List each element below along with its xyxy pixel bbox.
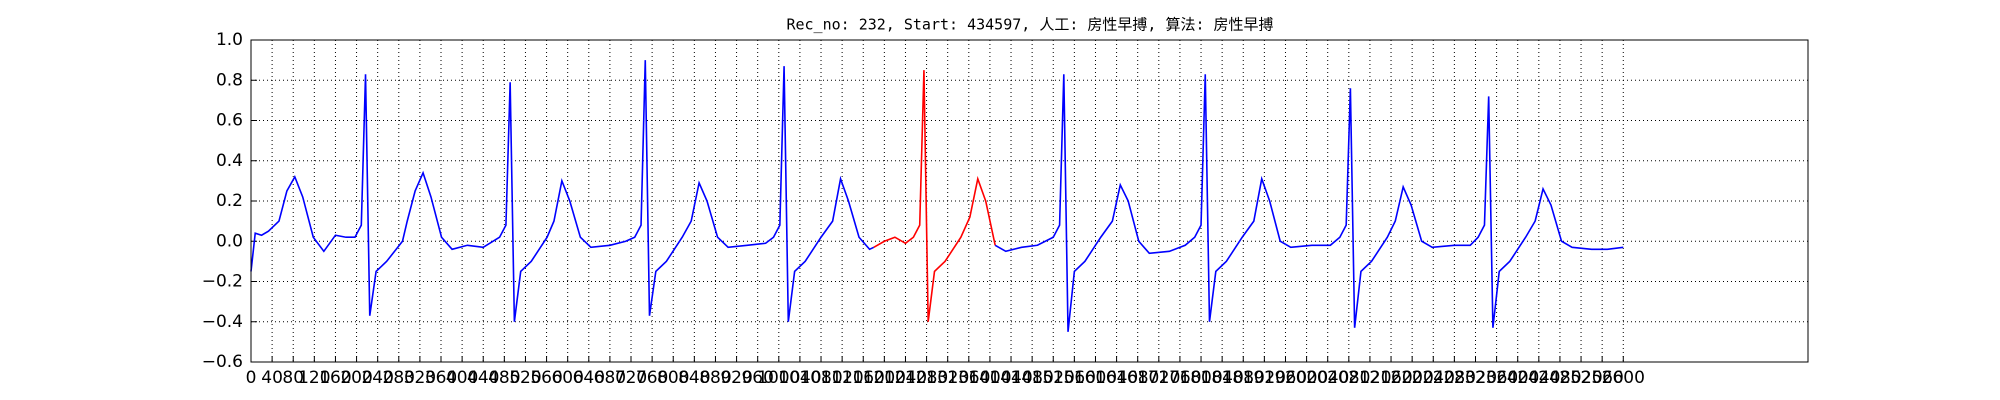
- x-tick-label: 0: [246, 368, 257, 388]
- x-tick-label: 1760: [1158, 368, 1201, 388]
- x-tick-label: 1480: [1011, 368, 1054, 388]
- x-tick-label: 1240: [884, 368, 927, 388]
- x-tick-label: 920: [720, 368, 752, 388]
- x-tick-label: 440: [467, 368, 499, 388]
- x-tick-label: 2160: [1369, 368, 1412, 388]
- x-tick-label: 1840: [1201, 368, 1244, 388]
- y-tick-label: 1.0: [216, 30, 243, 50]
- x-tick-label: 600: [551, 368, 583, 388]
- ecg-line: [250, 60, 875, 322]
- x-tick-label: 360: [425, 368, 457, 388]
- y-tick-label: 0.8: [216, 70, 243, 90]
- ecg-line: [873, 70, 996, 322]
- x-tick-label: 2280: [1433, 368, 1476, 388]
- x-tick-label: 1280: [905, 368, 948, 388]
- x-tick-label: 2520: [1559, 368, 1602, 388]
- x-tick-label: 960: [741, 368, 773, 388]
- x-tick-label: 2400: [1496, 368, 1539, 388]
- x-tick-label: 1560: [1053, 368, 1096, 388]
- x-tick-label: 120: [298, 368, 330, 388]
- x-tick-label: 320: [404, 368, 436, 388]
- x-tick-label: 1360: [947, 368, 990, 388]
- x-tick-label: 2000: [1285, 368, 1328, 388]
- x-tick-label: 160: [319, 368, 351, 388]
- x-tick-label: 1680: [1116, 368, 1159, 388]
- x-tick-label: 760: [636, 368, 668, 388]
- x-tick-label: 840: [678, 368, 710, 388]
- x-tick-label: 1520: [1032, 368, 1075, 388]
- plot-frame: [250, 39, 1809, 363]
- x-tick-label: 1640: [1095, 368, 1138, 388]
- y-tick-label: −0.6: [202, 352, 243, 372]
- x-tick-label: 1200: [863, 368, 906, 388]
- x-tick-label: 800: [657, 368, 689, 388]
- x-tick-label: 280: [383, 368, 415, 388]
- x-tick-label: 80: [282, 368, 304, 388]
- y-tick-label: 0.6: [216, 111, 243, 131]
- y-tick-label: −0.2: [202, 272, 243, 292]
- x-tick-label: 1160: [842, 368, 885, 388]
- y-tick-label: 0.4: [216, 151, 243, 171]
- x-tick-label: 1800: [1179, 368, 1222, 388]
- x-tick-label: 1400: [968, 368, 1011, 388]
- x-tick-label: 1880: [1222, 368, 1265, 388]
- x-tick-label: 200: [340, 368, 372, 388]
- chart-title: Rec_no: 232, Start: 434597, 人工: 房性早搏, 算法…: [786, 16, 1273, 34]
- x-tick-label: 520: [509, 368, 541, 388]
- x-tick-label: 1920: [1243, 368, 1286, 388]
- x-tick-label: 1600: [1074, 368, 1117, 388]
- x-tick-label: 560: [530, 368, 562, 388]
- y-tick-label: 0.2: [216, 191, 243, 211]
- x-tick-label: 1440: [989, 368, 1032, 388]
- ecg-line: [994, 74, 1624, 332]
- x-tick-label: 2360: [1475, 368, 1518, 388]
- x-tick-label: 880: [699, 368, 731, 388]
- x-tick-label: 1960: [1264, 368, 1307, 388]
- x-tick-label: 480: [488, 368, 520, 388]
- x-tick-label: 2120: [1348, 368, 1391, 388]
- x-tick-label: 1080: [799, 368, 842, 388]
- x-tick-label: 2240: [1412, 368, 1455, 388]
- x-tick-label: 680: [594, 368, 626, 388]
- x-tick-label: 2080: [1327, 368, 1370, 388]
- x-tick-label: 2440: [1517, 368, 1560, 388]
- x-tick-label: 40: [261, 368, 283, 388]
- x-tick-label: 2040: [1306, 368, 1349, 388]
- x-tick-label: 2320: [1454, 368, 1497, 388]
- x-tick-label: 640: [573, 368, 605, 388]
- x-tick-label: 1720: [1137, 368, 1180, 388]
- x-tick-label: 1040: [778, 368, 821, 388]
- x-tick-label: 240: [361, 368, 393, 388]
- x-tick-label: 1120: [820, 368, 863, 388]
- x-tick-label: 2200: [1391, 368, 1434, 388]
- x-tick-label: 2480: [1538, 368, 1581, 388]
- x-tick-label: 1000: [757, 368, 800, 388]
- x-tick-label: 2560: [1581, 368, 1624, 388]
- x-tick-label: 1320: [926, 368, 969, 388]
- x-tick-label: 400: [446, 368, 478, 388]
- x-tick-label: 720: [615, 368, 647, 388]
- y-tick-label: −0.4: [202, 312, 243, 332]
- y-tick-label: 0.0: [216, 231, 243, 251]
- x-tick-label: 2600: [1602, 368, 1645, 388]
